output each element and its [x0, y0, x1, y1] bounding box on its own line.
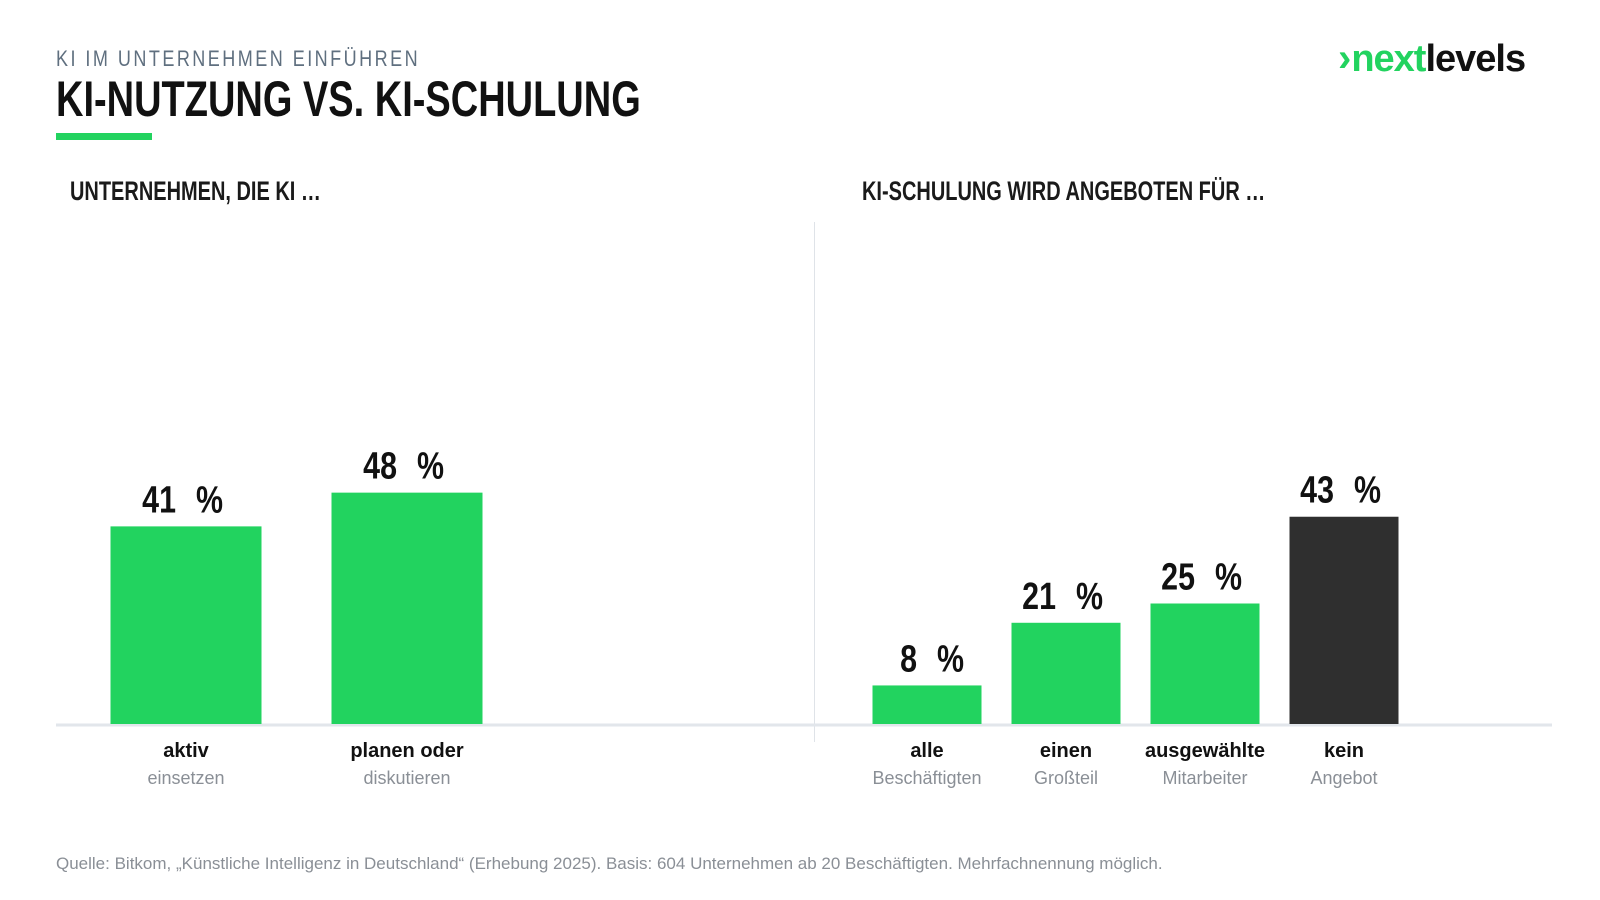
category-label: alle [910, 740, 943, 762]
bar-1-1 [1011, 622, 1121, 724]
bar-unit-label: % [417, 446, 444, 488]
category-label: kein [1324, 740, 1364, 762]
category-label: ausgewählte [1145, 740, 1265, 762]
chart-divider [814, 222, 815, 742]
nextlevels-logo: ›nextlevels [1338, 36, 1526, 81]
bar-value-label: 48 [363, 446, 397, 488]
bar-unit-label: % [1076, 576, 1103, 618]
page-kicker: KI IM UNTERNEHMEN EINFÜHREN [56, 46, 421, 71]
category-sublabel: Angebot [1310, 768, 1377, 788]
chevron-right-icon: › [1338, 36, 1351, 80]
page-title: KI-NUTZUNG VS. KI-SCHULUNG [56, 71, 641, 127]
bar-1-3 [1289, 516, 1399, 724]
source-note: Quelle: Bitkom, „Künstliche Intelligenz … [56, 854, 1163, 873]
bar-unit-label: % [1215, 556, 1242, 598]
category-label: planen oder [350, 740, 464, 762]
bar-1-0 [872, 685, 982, 724]
bar-value-label: 41 [142, 479, 176, 521]
bar-value-label: 8 [900, 638, 917, 680]
logo-text-next: next [1351, 38, 1426, 80]
category-sublabel: diskutieren [363, 768, 450, 788]
bar-value-label: 21 [1022, 576, 1056, 618]
title-underline [56, 133, 152, 140]
bar-unit-label: % [1354, 470, 1381, 512]
category-sublabel: Großteil [1034, 768, 1098, 788]
category-sublabel: Mitarbeiter [1162, 768, 1247, 788]
bar-unit-label: % [937, 638, 964, 680]
bar-0-0 [110, 526, 262, 724]
category-label: aktiv [163, 740, 209, 762]
bar-value-label: 43 [1300, 470, 1334, 512]
bar-unit-label: % [196, 479, 223, 521]
category-label: einen [1040, 740, 1092, 762]
right-chart-title: KI-SCHULUNG WIRD ANGEBOTEN FÜR … [862, 176, 1266, 206]
bar-1-2 [1150, 603, 1260, 724]
logo-text-levels: levels [1425, 38, 1526, 80]
category-sublabel: Beschäftigten [872, 768, 981, 788]
category-sublabel: einsetzen [147, 768, 224, 788]
left-chart-title: UNTERNEHMEN, DIE KI … [70, 176, 321, 206]
bar-0-1 [331, 492, 483, 724]
bar-value-label: 25 [1161, 556, 1195, 598]
